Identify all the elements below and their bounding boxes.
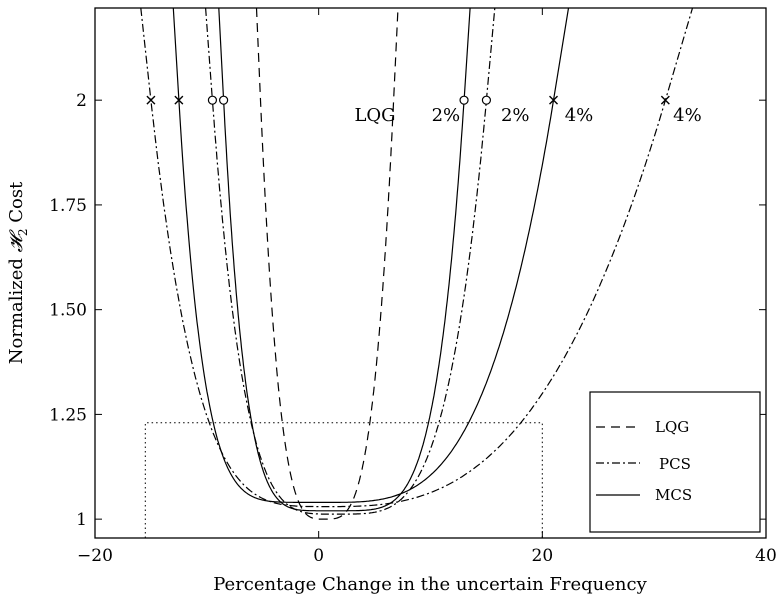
series-line-pcs-1 <box>205 7 496 515</box>
y-tick-label-0: 1 <box>76 510 87 530</box>
y-axis-label-main: Normalized <box>6 252 27 364</box>
annotation-label-0: LQG <box>354 105 395 126</box>
y-tick-label-4: 2 <box>76 91 87 111</box>
marker-circle-4 <box>459 95 469 105</box>
marker-circle-5 <box>481 95 492 105</box>
marker-cross-1 <box>174 95 184 105</box>
annotation-label-1: 2% <box>432 105 461 126</box>
marker-cross-7 <box>660 95 670 105</box>
y-tick-label-2: 1.50 <box>49 301 87 321</box>
marker-cross-6 <box>549 95 559 105</box>
x-tick-label-1: 0 <box>313 546 324 566</box>
marker-cross-0 <box>146 95 156 105</box>
x-tick-label-2: 20 <box>532 546 554 566</box>
marker-circle-2 <box>207 95 218 105</box>
series-line-pcs-3 <box>140 7 694 508</box>
series-line-lqg-0 <box>255 7 399 520</box>
y-axis-label-sub: 2 <box>16 229 30 237</box>
y-tick-label-3: 1.75 <box>49 196 87 216</box>
x-axis-label: Percentage Change in the uncertain Frequ… <box>213 574 647 595</box>
legend-box <box>589 391 761 533</box>
annotation-label-2: 2% <box>501 105 530 126</box>
series-line-mcs-2 <box>218 7 471 512</box>
curves-group <box>140 7 694 520</box>
legend-label-lqg: LQG <box>655 418 689 436</box>
x-tick-label-3: 40 <box>755 546 777 566</box>
markers-group <box>146 95 670 105</box>
y-tick-label-1: 1.25 <box>49 405 87 425</box>
y-axis-label-tail: Cost <box>6 181 27 229</box>
annotations-group: LQG 2% 2% 4% 4% <box>354 105 701 126</box>
legend: LQG PCS MCS <box>589 391 761 533</box>
y-ticks: 1 1.25 1.50 1.75 2 <box>49 91 766 530</box>
legend-label-mcs: MCS <box>655 486 692 504</box>
series-line-mcs-4 <box>172 7 570 503</box>
marker-circle-3 <box>219 95 229 105</box>
y-axis-label: Normalized 𝓗2 Cost <box>6 181 30 364</box>
legend-label-pcs: PCS <box>659 455 691 473</box>
annotation-label-4: 4% <box>673 105 702 126</box>
x-ticks: −20 0 20 40 <box>77 8 777 566</box>
annotation-label-3: 4% <box>565 105 594 126</box>
x-tick-label-0: −20 <box>77 546 113 566</box>
